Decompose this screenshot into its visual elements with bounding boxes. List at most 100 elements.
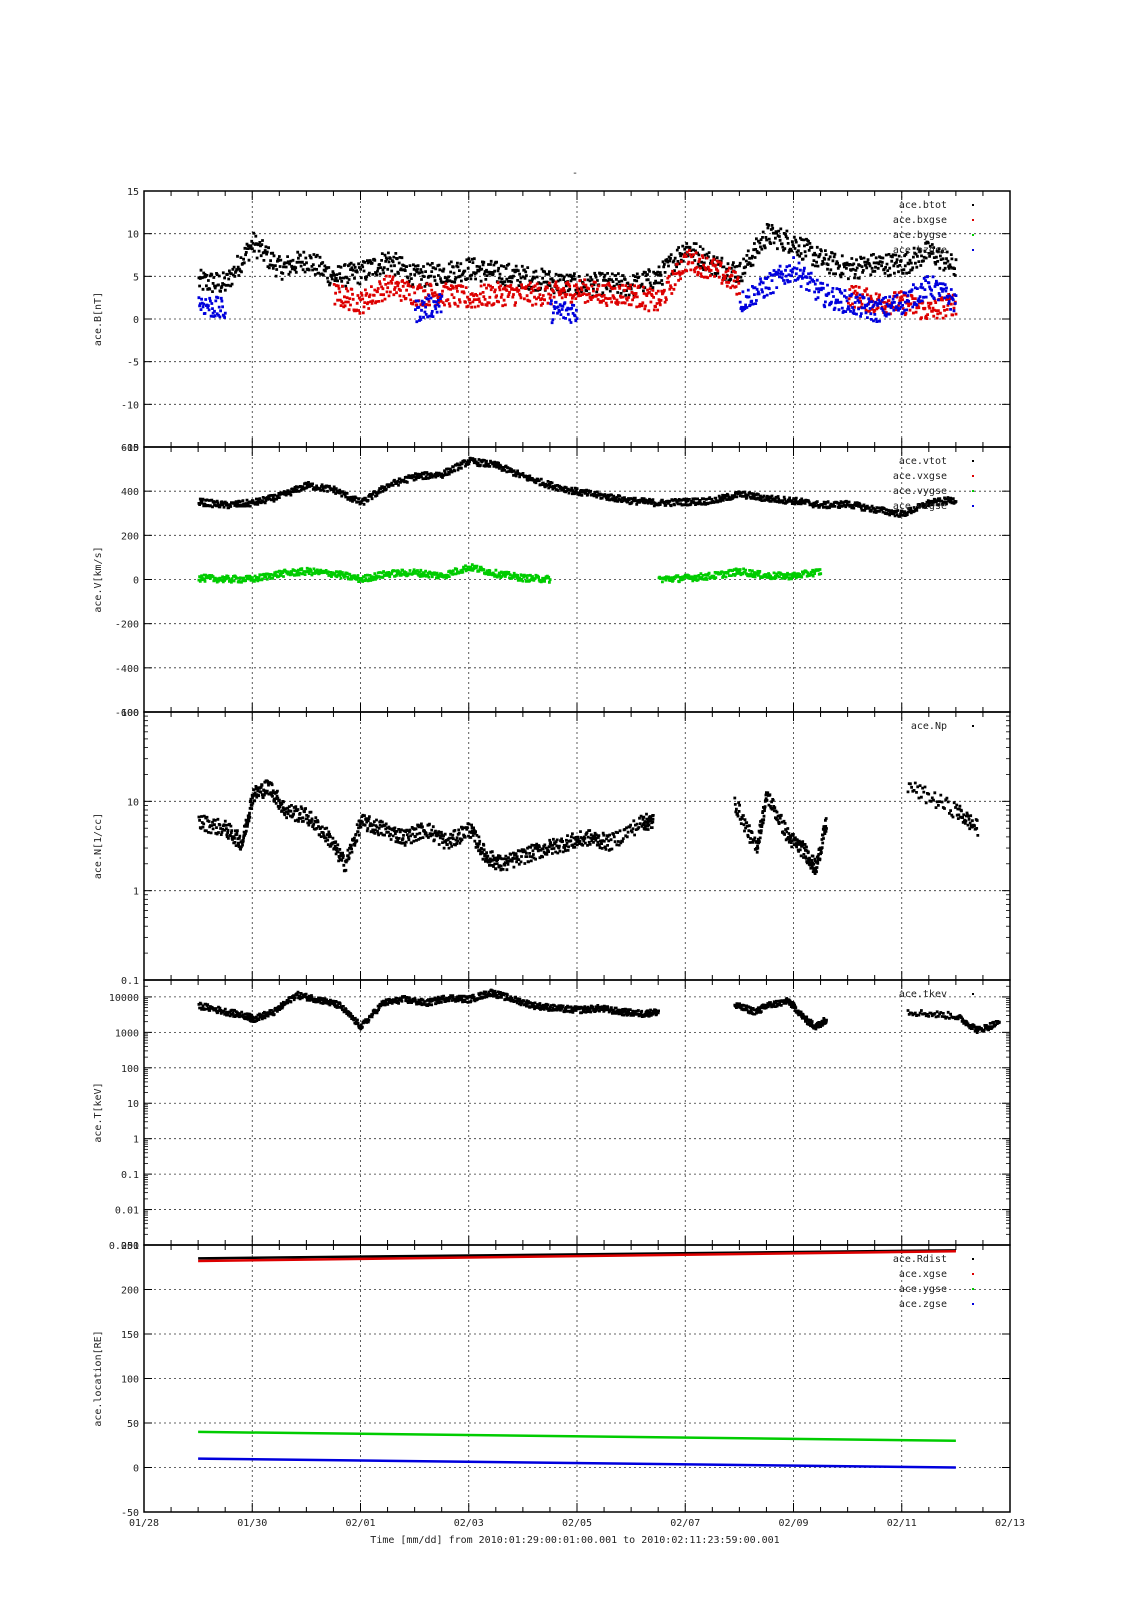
panels: 151050-5-10-15ace.B[nT]ace.btotace.bxgse… xyxy=(93,187,1011,1519)
legend-marker xyxy=(972,249,974,251)
y-axis-title: ace.N[1/cc] xyxy=(93,813,104,879)
series-points xyxy=(332,249,958,321)
y-tick-label: -50 xyxy=(121,1508,139,1519)
legend-entry: ace.zgse xyxy=(899,1299,947,1310)
x-tick-label: 02/11 xyxy=(887,1518,917,1529)
x-tick-label: 02/07 xyxy=(670,1518,700,1529)
x-tick-labels: 01/28 01/30 02/01 02/03 02/05 02/07 02/09 02/11… xyxy=(129,1518,1025,1529)
legend-entry: ace.btot xyxy=(899,200,947,211)
series-points xyxy=(197,456,958,518)
y-tick-label: 0.01 xyxy=(115,1206,139,1217)
y-tick-label: 0.001 xyxy=(109,1241,139,1252)
series-ace-zgse xyxy=(198,1457,956,1469)
series-ace-ygse xyxy=(198,1430,956,1443)
x-tick-label: 02/13 xyxy=(995,1518,1025,1529)
x-tick-label: 02/09 xyxy=(778,1518,808,1529)
y-tick-label: 400 xyxy=(121,487,139,498)
y-tick-label: 10000 xyxy=(109,993,139,1004)
legend-marker xyxy=(972,460,974,462)
y-tick-label: 0.1 xyxy=(121,1170,139,1181)
legend-entry: ace.bxgse xyxy=(893,215,947,226)
x-tick-label: 02/01 xyxy=(345,1518,375,1529)
legend-marker xyxy=(972,505,974,507)
x-tick-label: 01/30 xyxy=(237,1518,267,1529)
legend-entry: ace.vtot xyxy=(899,456,947,467)
data-layer xyxy=(198,1249,956,1469)
x-axis-label: Time [mm/dd] from 2010:01:29:00:01:00.00… xyxy=(370,1535,779,1546)
series-ace-vtot xyxy=(197,456,958,518)
x-tick-label: 01/28 xyxy=(129,1518,159,1529)
x-tick-label: 02/03 xyxy=(454,1518,484,1529)
y-tick-label: 1 xyxy=(133,1135,139,1146)
series-points xyxy=(197,256,958,325)
series-line xyxy=(198,1430,956,1443)
y-tick-label: -10 xyxy=(121,400,139,411)
panel-3: 100 10 1 0.1 ace.N[1/cc] ace.Np xyxy=(93,708,1011,987)
y-axis-title: ace.T[keV] xyxy=(93,1082,104,1142)
legend-entry: ace.bzgse xyxy=(893,245,947,256)
y-tick-label: 15 xyxy=(127,187,139,198)
y-tick-label: -5 xyxy=(127,358,139,369)
y-tick-label: 10 xyxy=(127,1099,139,1110)
y-tick-label: 10 xyxy=(127,230,139,241)
y-tick-label: 150 xyxy=(121,1330,139,1341)
y-tick-label: -400 xyxy=(115,664,139,675)
legend-entry: ace.Rdist xyxy=(893,1254,947,1265)
data-layer xyxy=(197,779,980,875)
legend-entry: ace.vzgse xyxy=(893,501,947,512)
series-line xyxy=(198,1249,956,1263)
series-ace-bxgse xyxy=(332,249,958,321)
legend-marker xyxy=(972,234,974,236)
x-tick-label: 02/05 xyxy=(562,1518,592,1529)
y-tick-label: 200 xyxy=(121,1286,139,1297)
y-tick-label: 100 xyxy=(121,1064,139,1075)
panel-2: 600 400 200 0 -200 -400 -600 ace.V[km/s] ace.vto… xyxy=(93,443,1011,719)
y-tick-label: 200 xyxy=(121,531,139,542)
y-tick-label: 0.1 xyxy=(121,976,139,987)
legend-entry: ace.bygse xyxy=(893,230,947,241)
data-layer xyxy=(197,988,1001,1034)
series-points xyxy=(197,779,980,875)
legend-marker xyxy=(972,1288,974,1290)
y-tick-label: 0 xyxy=(133,1464,139,1475)
y-tick-label: 100 xyxy=(121,708,139,719)
legend-entry: ace.ygse xyxy=(899,1284,947,1295)
legend-marker xyxy=(972,1303,974,1305)
legend-marker xyxy=(972,1258,974,1260)
y-tick-label: 50 xyxy=(127,1419,139,1430)
y-tick-label: 0 xyxy=(133,315,139,326)
legend-entry: ace.xgse xyxy=(899,1269,947,1280)
plot-frame xyxy=(143,1244,1011,1513)
series-ace-vygse xyxy=(197,563,823,584)
y-tick-label: 10 xyxy=(127,797,139,808)
series-ace-xgse xyxy=(198,1249,956,1263)
y-tick-label: 1 xyxy=(133,887,139,898)
legend-marker xyxy=(972,725,974,727)
legend-entry: ace.vygse xyxy=(893,486,947,497)
y-tick-label: 100 xyxy=(121,1375,139,1386)
legend-entry: ace.Np xyxy=(911,721,947,732)
series-points xyxy=(197,563,823,584)
y-tick-label: 0 xyxy=(133,576,139,587)
y-tick-label: 1000 xyxy=(115,1028,139,1039)
legend-entry: ace.tkev xyxy=(899,989,947,1000)
data-layer xyxy=(197,456,958,584)
y-axis-title: ace.B[nT] xyxy=(93,292,104,346)
legend-marker xyxy=(972,1273,974,1275)
legend-marker xyxy=(972,219,974,221)
legend-marker xyxy=(972,490,974,492)
y-tick-label: -200 xyxy=(115,620,139,631)
legend-marker xyxy=(972,204,974,206)
y-tick-label: -15 xyxy=(121,443,139,454)
legend-marker xyxy=(972,993,974,995)
y-tick-label: 250 xyxy=(121,1241,139,1252)
series-line xyxy=(198,1457,956,1469)
series-ace-bzgse xyxy=(197,256,958,325)
legend-entry: ace.vxgse xyxy=(893,471,947,482)
data-layer xyxy=(197,223,958,325)
series-points xyxy=(197,988,1001,1034)
series-ace-Np xyxy=(197,779,980,875)
figure-title: - xyxy=(572,168,578,179)
panel-4: 10000 1000 100 10 1 0.1 0.01 0.001 ace.T[keV] ace… xyxy=(93,979,1011,1252)
